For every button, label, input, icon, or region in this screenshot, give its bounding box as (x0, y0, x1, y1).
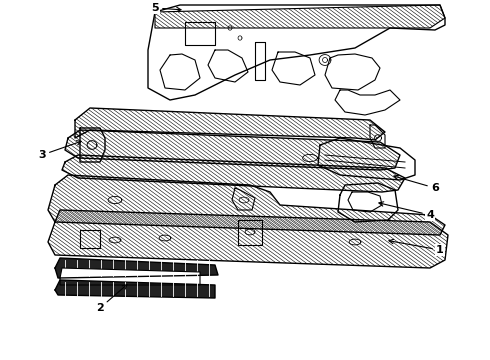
Polygon shape (338, 183, 398, 222)
Text: 4: 4 (379, 202, 434, 220)
Polygon shape (48, 175, 445, 235)
Text: 3: 3 (38, 141, 81, 160)
Polygon shape (318, 138, 415, 180)
Text: 2: 2 (96, 285, 127, 313)
Polygon shape (60, 268, 200, 285)
Polygon shape (80, 128, 105, 162)
Polygon shape (148, 5, 445, 100)
Polygon shape (55, 258, 218, 278)
Text: 6: 6 (394, 175, 439, 193)
Polygon shape (55, 280, 215, 298)
Polygon shape (62, 155, 405, 192)
Polygon shape (65, 130, 400, 170)
Text: 5: 5 (151, 3, 181, 13)
Polygon shape (75, 108, 385, 140)
Polygon shape (48, 210, 448, 268)
Text: 1: 1 (389, 239, 444, 255)
